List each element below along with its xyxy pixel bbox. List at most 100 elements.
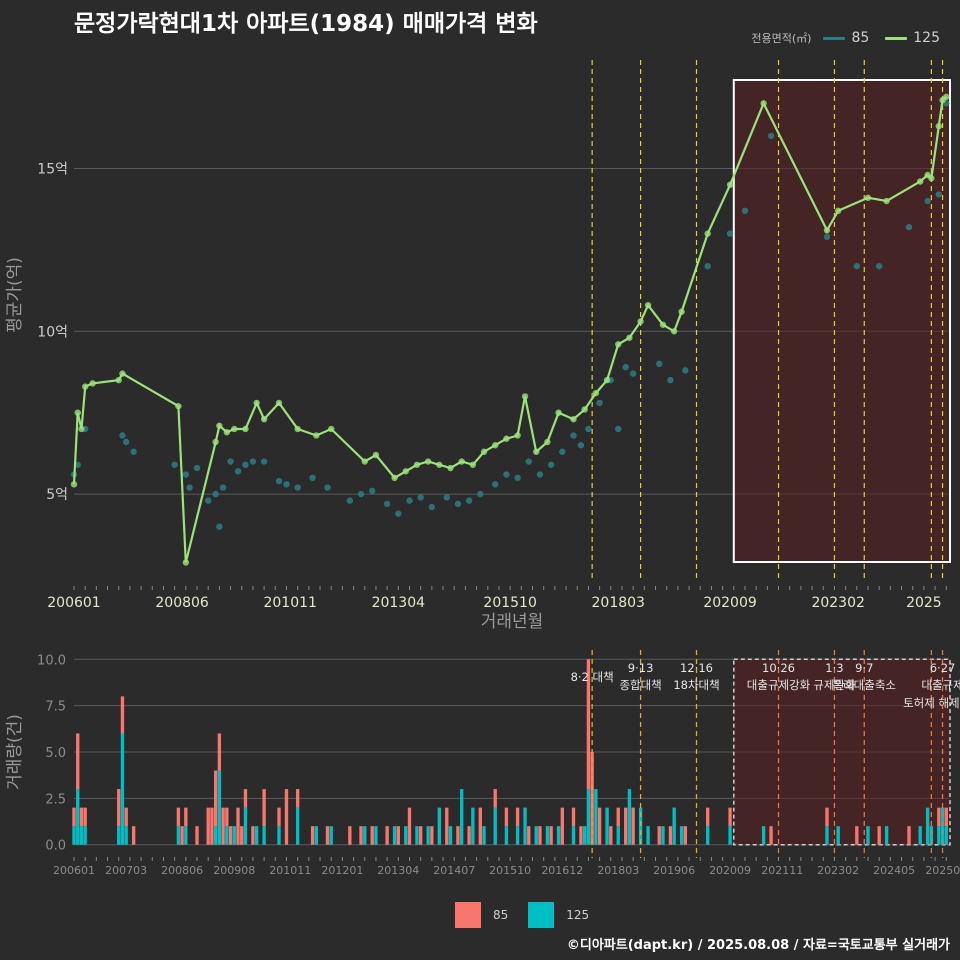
- series-85-point: [428, 503, 436, 511]
- bar-85: [706, 807, 710, 827]
- series-85-point: [182, 471, 190, 478]
- bar-85: [236, 807, 240, 845]
- bar-125: [836, 826, 840, 845]
- bar-125: [76, 789, 80, 845]
- legend-swatch-85: [455, 902, 481, 928]
- series-85-point: [570, 432, 577, 439]
- bar-125: [374, 826, 378, 845]
- bar-125: [571, 826, 576, 845]
- bar-125: [254, 826, 259, 845]
- bar-125: [176, 826, 181, 845]
- volume-x-tick-label: 201906: [653, 864, 695, 877]
- legend-label-125: 125: [913, 30, 940, 46]
- series-85-point: [823, 233, 831, 241]
- bar-85: [825, 807, 829, 827]
- policy-annotation: 8·2 대책: [571, 670, 614, 684]
- price-y-axis-title: 평균가(억): [5, 257, 25, 333]
- bar-125: [925, 807, 930, 845]
- series-125-point: [834, 207, 842, 215]
- series-125-point: [424, 458, 432, 465]
- bar-125: [471, 807, 475, 845]
- bar-125: [616, 826, 620, 845]
- series-85-point: [212, 490, 219, 498]
- policy-annotation-text: 9·7: [855, 661, 873, 675]
- series-85-point: [875, 262, 883, 270]
- series-85-point: [726, 230, 734, 237]
- bar-125: [117, 826, 121, 845]
- bar-85: [124, 807, 128, 827]
- series-85-point: [596, 399, 603, 407]
- volume-x-minor-ticks: [73, 857, 947, 861]
- bar-125: [884, 826, 889, 845]
- series-85-point: [559, 448, 566, 455]
- bar-85: [310, 826, 315, 845]
- bar-85: [180, 826, 184, 845]
- series-85-point: [249, 458, 257, 465]
- volume-highlight-region: [733, 658, 951, 846]
- series-125-point: [935, 122, 943, 130]
- price-panel: 5억 10억 15억 200601 200806 201011 201304 201510 20…: [5, 60, 951, 632]
- policy-annotation: 토허제 해제: [903, 696, 960, 710]
- bar-85: [228, 826, 233, 845]
- bar-125: [79, 826, 84, 845]
- bar-125: [124, 826, 128, 845]
- bar-85: [277, 807, 281, 827]
- price-y-tick-label: 15억: [37, 161, 68, 177]
- series-85-point: [682, 367, 689, 374]
- bar-85: [586, 659, 591, 790]
- policy-annotation: 1·3 규제완화: [813, 661, 856, 692]
- policy-annotation-text: 특례대출축소: [833, 678, 896, 692]
- series-125-point: [555, 409, 562, 416]
- bar-85: [359, 826, 363, 845]
- series-125-point: [253, 399, 260, 407]
- bar-85: [430, 826, 434, 845]
- bar-125: [929, 826, 934, 845]
- bar-125: [437, 807, 441, 845]
- bar-125: [83, 826, 87, 845]
- series-85-point: [905, 223, 913, 231]
- series-85-point: [443, 494, 450, 501]
- price-x-tick-label: 200601: [47, 595, 100, 611]
- series-125-point: [678, 308, 685, 315]
- series-85-point: [853, 262, 861, 270]
- series-85-points: [70, 100, 950, 530]
- legend-swatch-125: [528, 902, 555, 928]
- bar-125: [232, 826, 236, 845]
- series-85-point: [492, 481, 499, 488]
- series-125-point: [469, 461, 477, 468]
- bar-85: [668, 826, 673, 845]
- legend-line-125: [885, 36, 908, 40]
- series-85-point: [704, 262, 711, 270]
- bar-125: [213, 826, 218, 845]
- series-125-point: [447, 464, 454, 472]
- series-125-point: [943, 93, 950, 101]
- bar-125: [515, 826, 520, 845]
- price-highlight-region: [732, 79, 951, 563]
- bar-85: [855, 826, 859, 845]
- bar-85: [195, 826, 199, 845]
- series-85-point: [417, 494, 424, 501]
- series-125-point: [391, 474, 398, 482]
- bar-85: [213, 770, 218, 827]
- bar-125: [404, 826, 408, 845]
- price-x-tick-label: 201304: [372, 595, 426, 611]
- series-85-point: [629, 370, 637, 377]
- bar-85: [407, 807, 412, 845]
- series-125-point: [514, 432, 521, 439]
- bar-125: [594, 789, 598, 845]
- bar-85: [467, 826, 471, 845]
- volume-x-tick-label: 202009: [709, 864, 751, 877]
- series-85-point: [577, 442, 585, 449]
- policy-annotation-text: 대출규제강화: [747, 678, 811, 692]
- volume-x-tick-label: 200703: [105, 864, 147, 877]
- series-125-point: [242, 425, 249, 433]
- bar-125: [638, 807, 643, 845]
- series-125-point: [78, 425, 85, 433]
- bar-125: [504, 826, 509, 845]
- bar-125: [605, 807, 609, 845]
- series-85-point: [395, 510, 402, 517]
- series-125-point: [659, 321, 667, 328]
- series-85-point: [171, 461, 178, 468]
- bar-85: [907, 826, 911, 845]
- series-85-point: [186, 484, 193, 491]
